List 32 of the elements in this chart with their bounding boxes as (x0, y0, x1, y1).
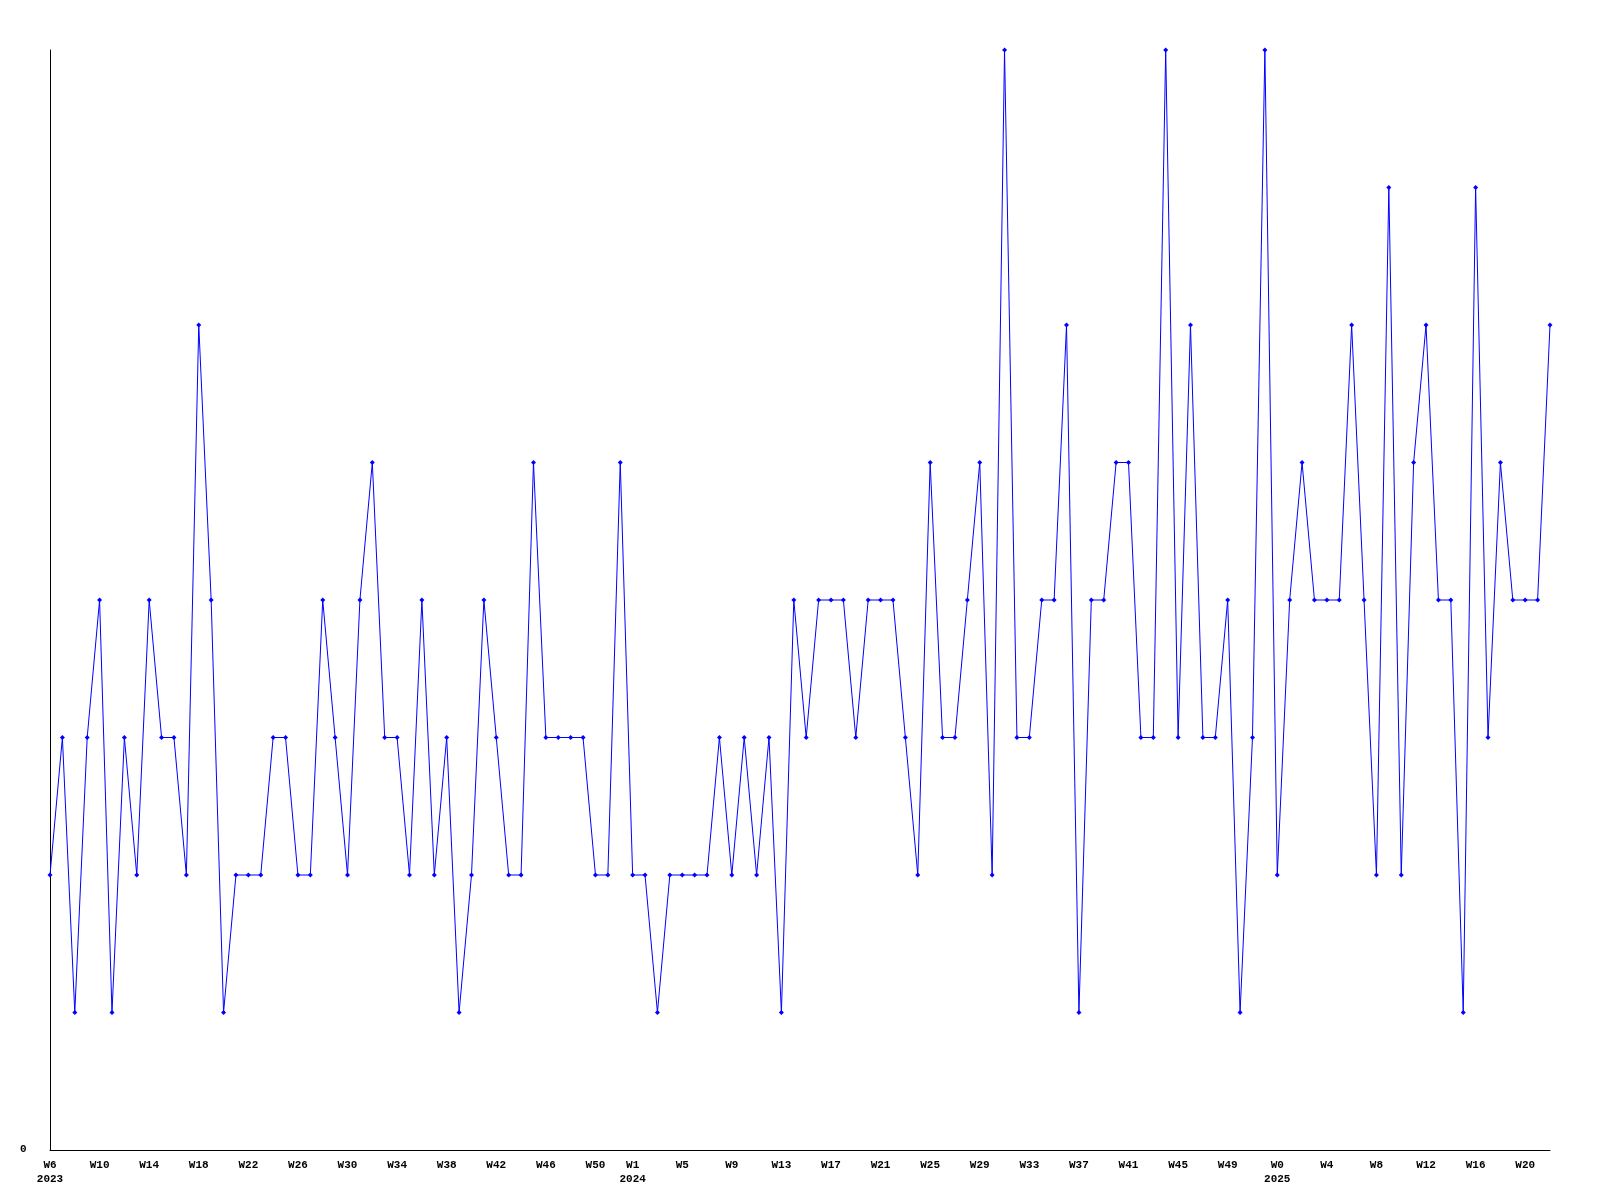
x-tick-label: W16 (1465, 1159, 1486, 1171)
x-tick-label: W38 (436, 1159, 457, 1171)
text: 0 (20, 1142, 27, 1155)
x-tick-label: W22 (238, 1159, 259, 1171)
x-tick-label: W17 (821, 1159, 841, 1171)
x-tick-label: W13 (771, 1159, 792, 1171)
x-tick-label: W18 (188, 1159, 210, 1171)
x-tick-label: W1 2024 (619, 1159, 647, 1185)
x-tick-label: W12 (1416, 1159, 1436, 1171)
x-tick-label: W20 (1515, 1159, 1536, 1171)
x-tick-label: W30 (337, 1159, 358, 1171)
x-tick-label: W25 (920, 1159, 941, 1171)
x-tick-label: W6 2023 (36, 1159, 64, 1185)
x-tick-label: W37 (1069, 1159, 1089, 1171)
x-tick-label: W10 (89, 1159, 110, 1171)
x-tick-label: W50 (585, 1159, 606, 1171)
x-tick-label: W21 (870, 1159, 891, 1171)
x-tick-label: W5 (675, 1159, 690, 1171)
x-tick-label: W8 (1369, 1159, 1384, 1171)
x-tick-label: W9 (725, 1159, 739, 1171)
x-tick-label: W49 (1217, 1159, 1238, 1171)
x-tick-label: W29 (969, 1159, 990, 1171)
x-tick-label: W4 (1320, 1159, 1334, 1171)
x-tick-label: W26 (288, 1159, 308, 1171)
x-tick-label: W33 (1019, 1159, 1040, 1171)
x-tick-label: W46 (535, 1159, 556, 1171)
x-tick-label: W45 (1168, 1159, 1189, 1171)
x-tick-label: W34 (387, 1159, 408, 1171)
x-tick-label: W0 2025 (1264, 1159, 1291, 1185)
x-tick-label: W41 (1118, 1159, 1139, 1171)
x-tick-label: W42 (486, 1159, 507, 1171)
x-tick-label: W14 (139, 1159, 160, 1171)
